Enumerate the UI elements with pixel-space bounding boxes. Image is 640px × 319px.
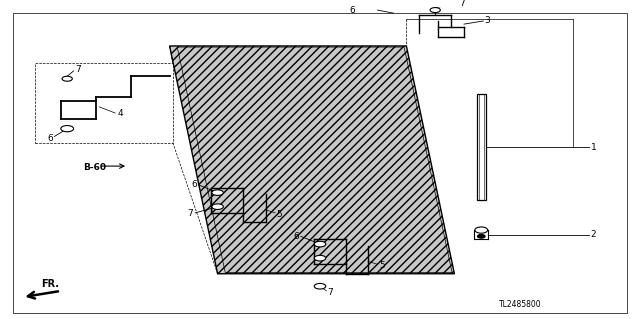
Text: ACURA: ACURA — [253, 146, 361, 174]
Text: 1: 1 — [591, 143, 596, 152]
Text: 6: 6 — [47, 134, 53, 143]
Text: 3: 3 — [484, 17, 490, 26]
Text: TL2485800: TL2485800 — [499, 300, 542, 309]
Circle shape — [430, 8, 440, 12]
Text: 7: 7 — [328, 288, 333, 297]
Text: 2: 2 — [591, 230, 596, 239]
Circle shape — [62, 76, 72, 81]
Text: B-60: B-60 — [83, 163, 106, 172]
Text: 4: 4 — [117, 109, 123, 118]
Text: 7: 7 — [75, 65, 81, 75]
Circle shape — [212, 190, 223, 196]
Circle shape — [314, 255, 326, 261]
Circle shape — [314, 241, 326, 247]
Bar — [477, 94, 486, 200]
Text: 7: 7 — [460, 0, 465, 8]
Text: 6: 6 — [191, 180, 197, 189]
Circle shape — [475, 227, 488, 233]
Circle shape — [212, 204, 223, 210]
Polygon shape — [170, 46, 454, 274]
Text: 5: 5 — [379, 262, 385, 271]
Text: 6: 6 — [294, 232, 300, 241]
Text: 5: 5 — [276, 210, 282, 219]
Text: 7: 7 — [188, 209, 193, 218]
Text: 6: 6 — [349, 5, 355, 15]
Circle shape — [61, 126, 74, 132]
Circle shape — [477, 234, 485, 238]
Text: FR.: FR. — [41, 279, 59, 289]
Circle shape — [314, 283, 326, 289]
Bar — [35, 63, 173, 143]
